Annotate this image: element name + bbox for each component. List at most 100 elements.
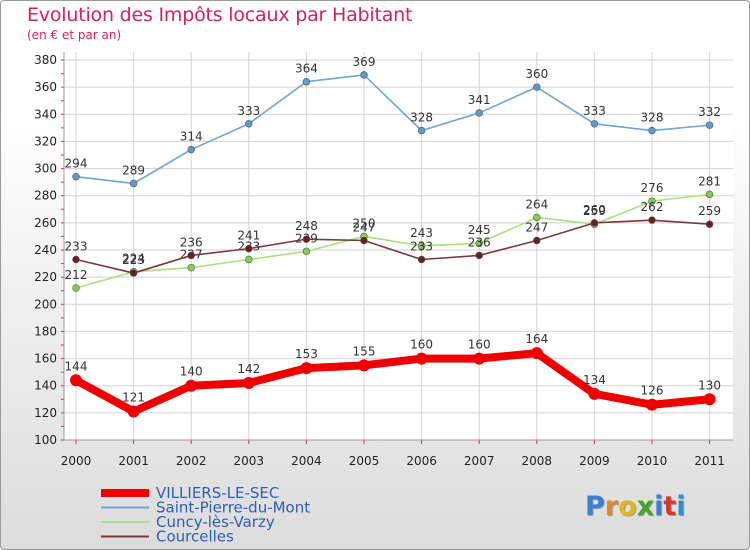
data-point <box>245 120 253 128</box>
data-point <box>475 239 483 247</box>
data-point <box>590 120 599 128</box>
data-label: 144 <box>65 359 88 373</box>
data-label: 250 <box>353 216 376 230</box>
data-point <box>705 220 714 228</box>
data-label: 130 <box>698 378 721 392</box>
data-label: 155 <box>353 344 376 358</box>
data-label: 224 <box>122 252 145 266</box>
data-point <box>187 263 195 272</box>
data-point <box>129 269 138 277</box>
data-point <box>187 251 195 260</box>
data-point <box>705 121 714 129</box>
logo-letter: t <box>663 491 677 522</box>
legend-item: Saint-Pierre-du-Mont <box>101 499 310 517</box>
legend-item: VILLIERS-LE-SEC <box>101 484 279 502</box>
x-tick-label: 2011 <box>694 454 725 468</box>
data-label: 314 <box>180 130 203 144</box>
series-saint-pierre-du-mont: 294 289 314 333 364 369 328 341 360 333 328 332 <box>65 55 721 188</box>
y-tick-label: 300 <box>34 162 57 176</box>
data-point <box>533 83 541 91</box>
data-point <box>129 179 138 188</box>
data-point <box>588 387 601 400</box>
data-label: 328 <box>641 111 664 125</box>
data-point <box>72 255 80 264</box>
logo-letter: x <box>636 491 655 522</box>
data-point <box>242 377 255 389</box>
y-tick-label: 100 <box>34 433 57 447</box>
data-point <box>703 393 716 406</box>
x-tick-label: 2004 <box>291 454 322 468</box>
data-point <box>475 109 483 117</box>
data-point <box>302 235 311 243</box>
series-line <box>75 74 711 185</box>
data-point <box>417 255 426 264</box>
data-label: 140 <box>180 365 203 379</box>
x-tick-label: 2001 <box>118 454 149 468</box>
data-point <box>187 145 195 154</box>
logo-letter: i <box>676 491 686 522</box>
data-point <box>646 398 658 411</box>
data-label: 121 <box>122 391 145 405</box>
logo-letter: P <box>585 491 605 522</box>
data-point <box>185 379 198 392</box>
chart-subtitle: (en € et par an) <box>27 28 122 42</box>
y-tick-label: 360 <box>34 80 57 94</box>
y-tick-label: 140 <box>34 379 57 393</box>
data-label: 236 <box>468 235 491 249</box>
data-point <box>72 173 80 181</box>
y-tick-label: 160 <box>34 352 57 366</box>
x-tick-label: 2003 <box>234 454 265 468</box>
x-tick-label: 2007 <box>464 454 495 468</box>
data-label: 276 <box>641 181 664 195</box>
data-point <box>705 190 714 199</box>
data-label: 328 <box>410 111 433 125</box>
data-point <box>533 213 541 222</box>
logo-letter: r <box>604 491 619 522</box>
legend-label: Cuncy-lès-Varzy <box>156 513 275 531</box>
chart-title: Evolution des Impôts locaux par Habitant <box>27 4 413 26</box>
data-point <box>245 255 253 264</box>
y-tick-label: 280 <box>34 189 57 203</box>
x-tick-label: 2008 <box>522 454 553 468</box>
series-line <box>72 349 714 416</box>
data-label: 233 <box>65 240 88 254</box>
data-label: 247 <box>525 221 548 235</box>
data-label: 233 <box>410 240 433 254</box>
data-label: 126 <box>641 384 664 398</box>
data-point <box>360 236 368 245</box>
proxiti-logo: Proxiti <box>585 491 686 522</box>
data-label: 259 <box>698 204 721 218</box>
x-tick-label: 2000 <box>61 454 92 468</box>
data-label: 259 <box>583 204 606 218</box>
data-point <box>417 242 426 250</box>
series-line <box>75 219 711 274</box>
data-label: 360 <box>525 67 548 81</box>
y-tick-label: 320 <box>34 134 57 148</box>
data-label: 164 <box>525 332 548 346</box>
y-tick-label: 240 <box>34 243 57 257</box>
y-tick-label: 380 <box>34 53 57 67</box>
data-point <box>648 216 656 224</box>
data-label: 243 <box>410 226 433 240</box>
data-label: 134 <box>583 373 606 387</box>
logo-letter: o <box>618 491 637 522</box>
data-label: 245 <box>468 223 491 237</box>
data-point <box>127 405 140 418</box>
data-point <box>417 126 426 135</box>
y-tick-label: 260 <box>34 216 57 230</box>
y-tick-label: 200 <box>34 297 57 311</box>
x-tick-label: 2009 <box>579 454 610 468</box>
logo-letter: i <box>654 491 664 522</box>
series-courcelles: 233 223 236 241 248 247 233 236 247 260 262 259 <box>65 200 721 277</box>
x-tick-label: 2010 <box>637 454 668 468</box>
data-label: 223 <box>122 253 145 267</box>
data-label: 160 <box>410 338 433 352</box>
data-label: 248 <box>295 219 318 233</box>
data-label: 333 <box>237 104 260 118</box>
y-tick-label: 120 <box>34 406 57 420</box>
data-label: 241 <box>237 229 260 243</box>
data-label: 236 <box>180 235 203 249</box>
data-point <box>70 374 82 387</box>
